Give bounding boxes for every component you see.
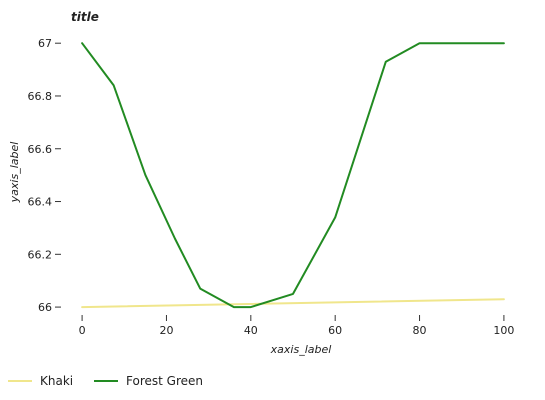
x-tick-label: 40 [244, 324, 258, 337]
series-line-khaki [81, 298, 505, 309]
series-line-forest-green [81, 42, 505, 309]
legend: Khaki Forest Green [8, 374, 203, 388]
y-tick-label: 66.8 [28, 90, 53, 103]
legend-label-forest-green: Forest Green [126, 374, 203, 388]
y-tick-label: 66 [38, 301, 52, 314]
x-tick-label: 20 [159, 324, 173, 337]
series-layer [81, 42, 505, 309]
y-tick-label: 66.6 [28, 143, 53, 156]
legend-label-khaki: Khaki [40, 374, 73, 388]
y-tick-label: 66.2 [28, 248, 53, 261]
x-axis: 0 20 40 60 80 100 [79, 315, 514, 337]
x-tick-label: 0 [79, 324, 86, 337]
y-axis-label: yaxis_label [8, 142, 21, 204]
x-axis-label: xaxis_label [270, 343, 332, 356]
y-axis: 66 66.2 66.4 66.6 66.8 67 [28, 37, 61, 314]
x-tick-label: 100 [493, 324, 514, 337]
y-tick-label: 67 [38, 37, 52, 50]
y-tick-label: 66.4 [28, 196, 53, 209]
x-tick-label: 60 [328, 324, 342, 337]
chart-title: title [71, 10, 99, 24]
x-tick-label: 80 [413, 324, 427, 337]
